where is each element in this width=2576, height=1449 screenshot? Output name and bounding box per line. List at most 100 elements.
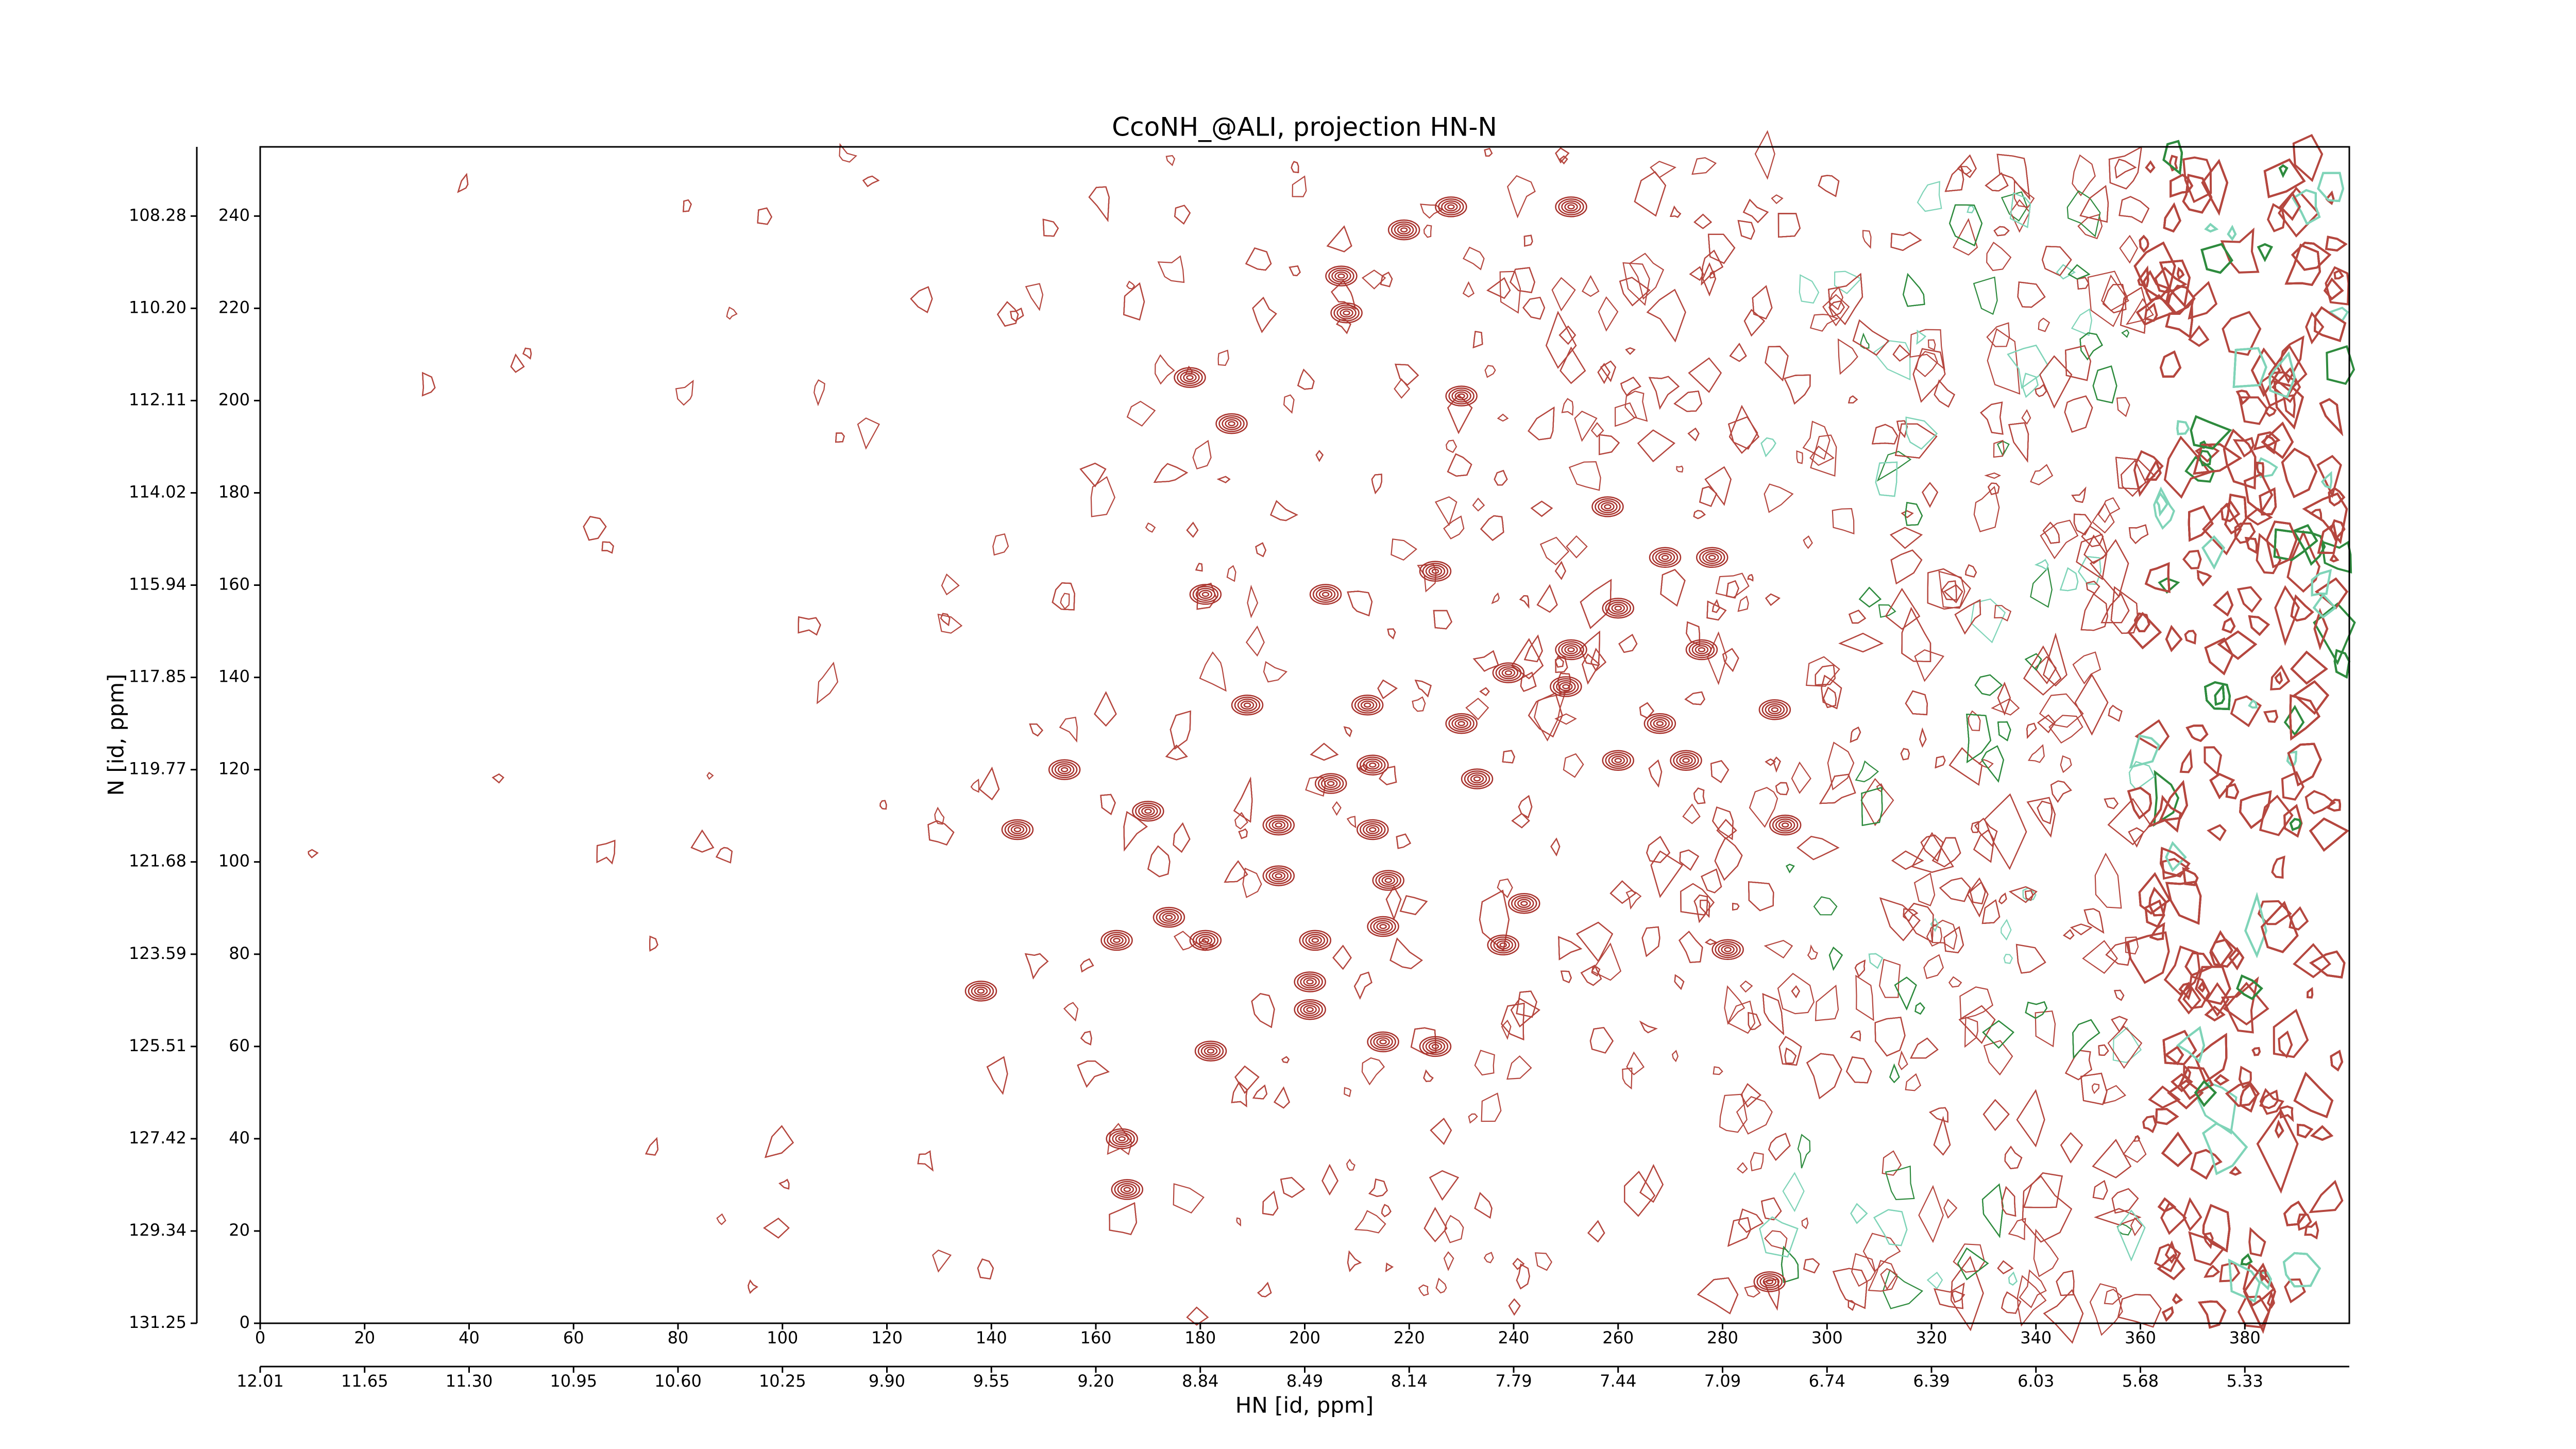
peak-ring xyxy=(1237,698,1258,712)
noise-contour xyxy=(1245,247,1272,271)
noise-contour xyxy=(1582,653,1600,685)
peak-ring xyxy=(1495,664,1522,682)
noise-contour xyxy=(1587,1220,1605,1243)
noise-contour xyxy=(1423,1207,1448,1242)
noise-contour xyxy=(2066,190,2101,238)
noise-contour xyxy=(2086,580,2100,594)
noise-contour xyxy=(1760,437,1776,458)
peak-ring xyxy=(1562,684,1570,689)
noise-contour xyxy=(1982,1020,2014,1049)
noise-contour xyxy=(2107,798,2151,846)
peak-ring xyxy=(1604,504,1612,510)
noise-contour xyxy=(2275,1119,2284,1139)
noise-contour xyxy=(1648,376,1680,410)
noise-contour xyxy=(1501,1019,1512,1040)
noise-contour xyxy=(2283,704,2305,736)
noise-contour xyxy=(1933,1116,1951,1156)
noise-contour xyxy=(2037,800,2053,824)
peak xyxy=(1492,662,1525,683)
noise-contour xyxy=(2041,246,2072,276)
peak-ring xyxy=(1117,1183,1138,1197)
noise-contour xyxy=(2022,373,2039,398)
peak-ring xyxy=(1369,827,1377,833)
noise-contour xyxy=(1379,766,1397,785)
noise-contour xyxy=(2001,191,2028,222)
noise-contour xyxy=(1587,1220,1605,1243)
noise-contour xyxy=(2001,1291,2022,1314)
noise-contour xyxy=(2016,1275,2047,1327)
noise-contour xyxy=(1828,286,1843,311)
peak xyxy=(1357,754,1389,776)
peak xyxy=(1555,196,1587,217)
noise-contour xyxy=(1530,500,1553,517)
noise-contour xyxy=(1508,1298,1521,1316)
noise-contour xyxy=(2228,1258,2261,1303)
noise-contour xyxy=(2283,1201,2307,1226)
noise-contour xyxy=(1815,984,1839,1021)
noise-contour xyxy=(1688,357,1722,393)
noise-contour xyxy=(879,800,887,810)
noise-contour xyxy=(1791,985,1800,999)
peak-ring xyxy=(977,988,985,994)
noise-contour xyxy=(2139,234,2149,253)
noise-contour xyxy=(2259,487,2277,516)
noise-contour xyxy=(1948,747,1983,786)
noise-contour xyxy=(1727,416,1758,450)
peak xyxy=(964,981,997,1002)
noise-contour xyxy=(1558,936,1583,961)
noise-contour xyxy=(2217,630,2258,660)
noise-contour xyxy=(645,1137,659,1156)
noise-contour xyxy=(2313,602,2356,665)
noise-contour xyxy=(1959,986,1993,1020)
noise-contour xyxy=(1838,632,1884,653)
noise-contour xyxy=(2114,989,2125,1001)
noise-contour xyxy=(2091,1083,2100,1094)
noise-contour xyxy=(1732,903,1740,911)
noise-contour xyxy=(1821,675,1842,710)
noise-contour xyxy=(1679,849,1700,871)
noise-contour xyxy=(1941,580,1957,601)
peak-ring xyxy=(1366,760,1380,770)
peak-ring xyxy=(1225,419,1239,429)
x-ppm-tick-label: 8.14 xyxy=(1391,1371,1428,1391)
noise-contour xyxy=(2309,817,2349,852)
noise-contour xyxy=(1580,579,1612,629)
noise-contour xyxy=(1646,289,1686,343)
peak-ring xyxy=(1111,1179,1144,1200)
noise-contour xyxy=(1926,923,1943,947)
peak-ring xyxy=(1558,641,1584,659)
noise-contour xyxy=(1381,1204,1392,1218)
noise-contour xyxy=(2317,172,2345,203)
noise-contour xyxy=(1423,1207,1448,1242)
noise-contour xyxy=(1993,226,2010,237)
peak-ring xyxy=(1448,715,1475,732)
noise-contour xyxy=(1693,787,1706,804)
noise-contour xyxy=(1777,972,1815,1015)
noise-contour xyxy=(2104,797,2119,810)
noise-contour xyxy=(1598,434,1620,456)
noise-contour xyxy=(1832,1268,1868,1309)
y-ppm-tick-label: 129.34 xyxy=(129,1220,187,1240)
noise-contour xyxy=(1727,416,1758,450)
noise-contour xyxy=(1982,1020,2014,1049)
noise-contour xyxy=(1530,500,1553,517)
peak xyxy=(1508,893,1540,914)
noise-contour xyxy=(2236,974,2263,1000)
noise-contour xyxy=(1637,429,1675,462)
noise-contour xyxy=(1919,727,1927,748)
noise-contour xyxy=(1880,1268,1898,1291)
noise-contour xyxy=(1512,1258,1525,1270)
noise-contour xyxy=(2074,673,2109,736)
noise-contour xyxy=(1894,423,1938,459)
noise-contour xyxy=(1270,500,1298,521)
noise-contour xyxy=(1706,600,1727,621)
noise-contour xyxy=(1321,1164,1338,1195)
x-tick-label: 240 xyxy=(1498,1328,1529,1347)
noise-contour xyxy=(1637,429,1675,462)
noise-contour xyxy=(2227,225,2237,241)
noise-contour xyxy=(1699,486,1718,507)
noise-contour xyxy=(2290,650,2328,685)
noise-contour xyxy=(457,173,469,193)
noise-contour xyxy=(1609,880,1637,904)
noise-contour xyxy=(1910,1037,1939,1059)
